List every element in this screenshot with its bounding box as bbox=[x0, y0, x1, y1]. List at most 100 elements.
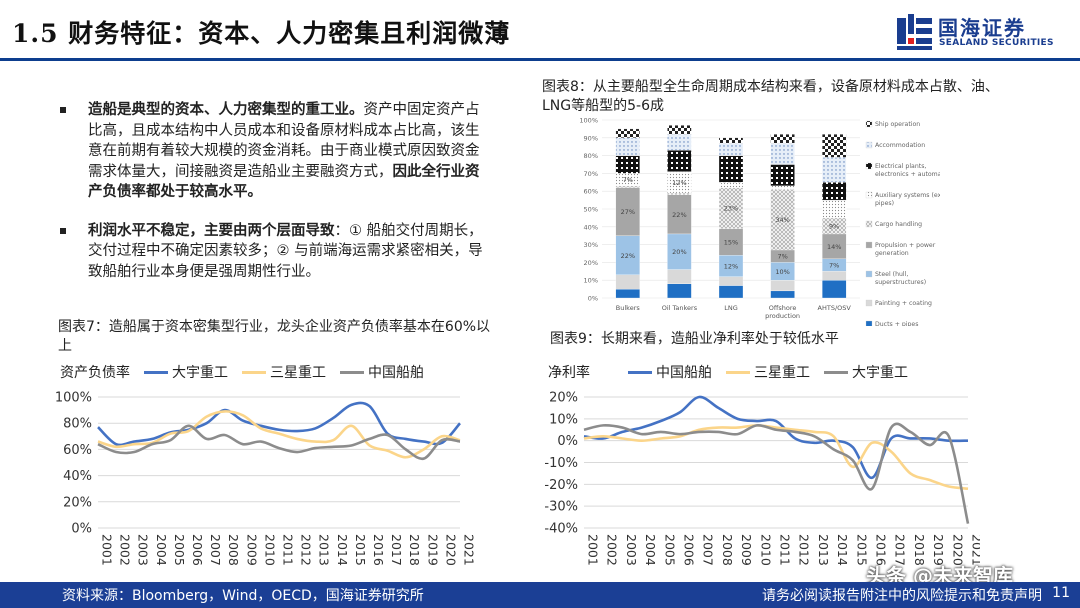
y-tick-label: 60% bbox=[63, 443, 92, 458]
fig7-line-chart: 0%20%40%60%80%100%2001 2002 2003 2004 2005 20… bbox=[55, 391, 477, 566]
x-tick-label: 2013 bbox=[317, 534, 332, 566]
fig8-legend-label: Electrical plants, bbox=[875, 163, 926, 170]
fig8-y-tick: 90% bbox=[584, 134, 598, 142]
series-line bbox=[97, 410, 461, 459]
legend-item: 中国船舶 bbox=[628, 362, 712, 382]
fig8-data-label: 14% bbox=[827, 243, 841, 251]
x-tick-label: 2016 bbox=[874, 534, 889, 566]
fig8-bar-segment bbox=[718, 137, 744, 144]
fig8-data-label: 34% bbox=[775, 216, 789, 224]
fig8-y-tick: 30% bbox=[584, 241, 598, 249]
bullet-square-icon bbox=[60, 107, 66, 113]
fig8-legend-label: pipes) bbox=[875, 200, 894, 207]
fig8-y-tick: 10% bbox=[584, 277, 598, 285]
page-footer: 资料来源：Bloomberg，Wind，OECD，国海证券研究所 请务必阅读报告… bbox=[0, 582, 1080, 608]
bullet-lead: 造船是典型的资本、人力密集型的重工业。 bbox=[88, 102, 364, 118]
y-tick-label: 40% bbox=[63, 469, 92, 484]
fig8-bar-segment bbox=[615, 187, 640, 236]
fig8-bar-segment bbox=[770, 134, 795, 144]
x-tick-label: 2002 bbox=[605, 534, 620, 566]
fig8-y-tick: 0% bbox=[588, 295, 598, 303]
x-tick-label: 2004 bbox=[154, 534, 169, 566]
x-tick-label: 2009 bbox=[244, 534, 259, 566]
legend-item: 中国船舶 bbox=[340, 362, 424, 382]
x-tick-label: 2011 bbox=[281, 534, 296, 566]
fig8-bar-segment bbox=[667, 192, 692, 195]
fig8-data-label: 23% bbox=[724, 205, 738, 213]
key-points: 造船是典型的资本、人力密集型的重工业。资产中固定资产占比高，且成本结构中人员成本… bbox=[60, 100, 490, 296]
fig9-legend: 净利率 中国船舶 三星重工 大宇重工 bbox=[548, 362, 922, 382]
fig8-data-label: 12% bbox=[724, 262, 738, 270]
fig8-bar-segment bbox=[615, 274, 640, 290]
fig8-data-label: 9% bbox=[829, 222, 839, 230]
fig8-bar-segment bbox=[718, 142, 744, 156]
fig8-bar-segment bbox=[667, 194, 692, 235]
bullet-body: 资产中固定资产占比高，且成本结构中人员成本和设备原材料成本占比高，该生意在前期有… bbox=[88, 102, 480, 180]
fig8-bar-segment bbox=[822, 134, 847, 158]
fig8-bar-segment bbox=[667, 269, 692, 284]
fig8-data-label: 22% bbox=[621, 252, 635, 260]
fig8-x-tick: AHTS/OSV bbox=[818, 304, 852, 312]
y-tick-label: 80% bbox=[63, 417, 92, 432]
y-tick-label: -30% bbox=[544, 500, 578, 515]
bullet-lead: 利润水平不稳定，主要由两个层面导致 bbox=[88, 222, 335, 239]
fig8-bar-segment bbox=[615, 185, 640, 188]
fig8-legend-swatch bbox=[865, 299, 873, 307]
x-tick-label: 2017 bbox=[893, 534, 908, 566]
x-tick-label: 2014 bbox=[335, 534, 350, 566]
fig8-bar-segment bbox=[822, 271, 847, 281]
x-tick-label: 2002 bbox=[118, 534, 133, 566]
x-tick-label: 2018 bbox=[407, 534, 422, 566]
fig8-bar-segment bbox=[667, 150, 692, 172]
fig8-bar-segment bbox=[718, 285, 744, 299]
x-tick-label: 2015 bbox=[854, 534, 869, 566]
x-tick-label: 2007 bbox=[208, 534, 223, 566]
fig8-bar-segment bbox=[718, 155, 744, 183]
fig7-ylabel: 资产负债率 bbox=[60, 365, 130, 381]
fig8-bar-segment bbox=[822, 233, 847, 259]
fig8-bar-segment bbox=[615, 288, 640, 299]
fig8-legend-label: superstructures) bbox=[875, 279, 926, 286]
x-tick-label: 2016 bbox=[371, 534, 386, 566]
fig8-bar-segment bbox=[667, 134, 692, 151]
x-tick-label: 2018 bbox=[912, 534, 927, 566]
fig8-bar-segment bbox=[822, 280, 847, 299]
y-tick-label: -40% bbox=[544, 522, 578, 537]
legend-line-gray bbox=[824, 370, 848, 374]
x-tick-label: 2005 bbox=[172, 534, 187, 566]
x-tick-label: 2013 bbox=[816, 534, 831, 566]
legend-label: 大宇重工 bbox=[852, 365, 908, 381]
fig8-x-tick: Offshore bbox=[769, 304, 797, 312]
x-tick-label: 2019 bbox=[425, 534, 440, 566]
series-line bbox=[583, 395, 969, 480]
fig8-data-label: 20% bbox=[672, 248, 686, 256]
fig8-data-label: 22% bbox=[672, 211, 686, 219]
fig8-data-label: 12% bbox=[672, 179, 686, 187]
series-line bbox=[583, 422, 970, 524]
legend-line-blue bbox=[628, 370, 652, 374]
fig8-bar-segment bbox=[770, 290, 795, 299]
x-tick-label: 2020 bbox=[443, 534, 458, 566]
fig8-legend-label: electronics + automation bbox=[875, 171, 940, 178]
y-tick-label: 0% bbox=[71, 522, 92, 537]
fig8-legend-swatch bbox=[865, 270, 873, 278]
fig8-legend-label: Ducts + pipes bbox=[875, 321, 918, 326]
y-tick-label: 20% bbox=[549, 391, 578, 406]
fig8-y-tick: 60% bbox=[584, 188, 598, 196]
legend-label: 大宇重工 bbox=[172, 365, 228, 381]
fig8-legend-label: Steel (hull, bbox=[875, 271, 908, 278]
page-number: 11 bbox=[1052, 585, 1070, 601]
fig8-legend-swatch bbox=[865, 162, 873, 170]
x-tick-label: 2015 bbox=[353, 534, 368, 566]
x-tick-label: 2020 bbox=[950, 534, 965, 566]
legend-item: 大宇重工 bbox=[824, 362, 908, 382]
legend-label: 三星重工 bbox=[270, 365, 326, 381]
fig7-caption: 图表7：造船属于资本密集型行业，龙头企业资产负债率基本在60%以上 bbox=[58, 319, 491, 354]
fig8-y-tick: 50% bbox=[584, 206, 598, 214]
fig8-bar-segment bbox=[615, 128, 640, 138]
y-tick-label: 10% bbox=[549, 412, 578, 427]
fig8-bar-segment bbox=[770, 164, 795, 187]
x-tick-label: 2012 bbox=[797, 534, 812, 566]
fig8-bar-segment bbox=[615, 137, 640, 156]
bullet-profit-instability: 利润水平不稳定，主要由两个层面导致：① 船舶交付周期长，交付过程中不确定因素较多… bbox=[60, 221, 490, 283]
